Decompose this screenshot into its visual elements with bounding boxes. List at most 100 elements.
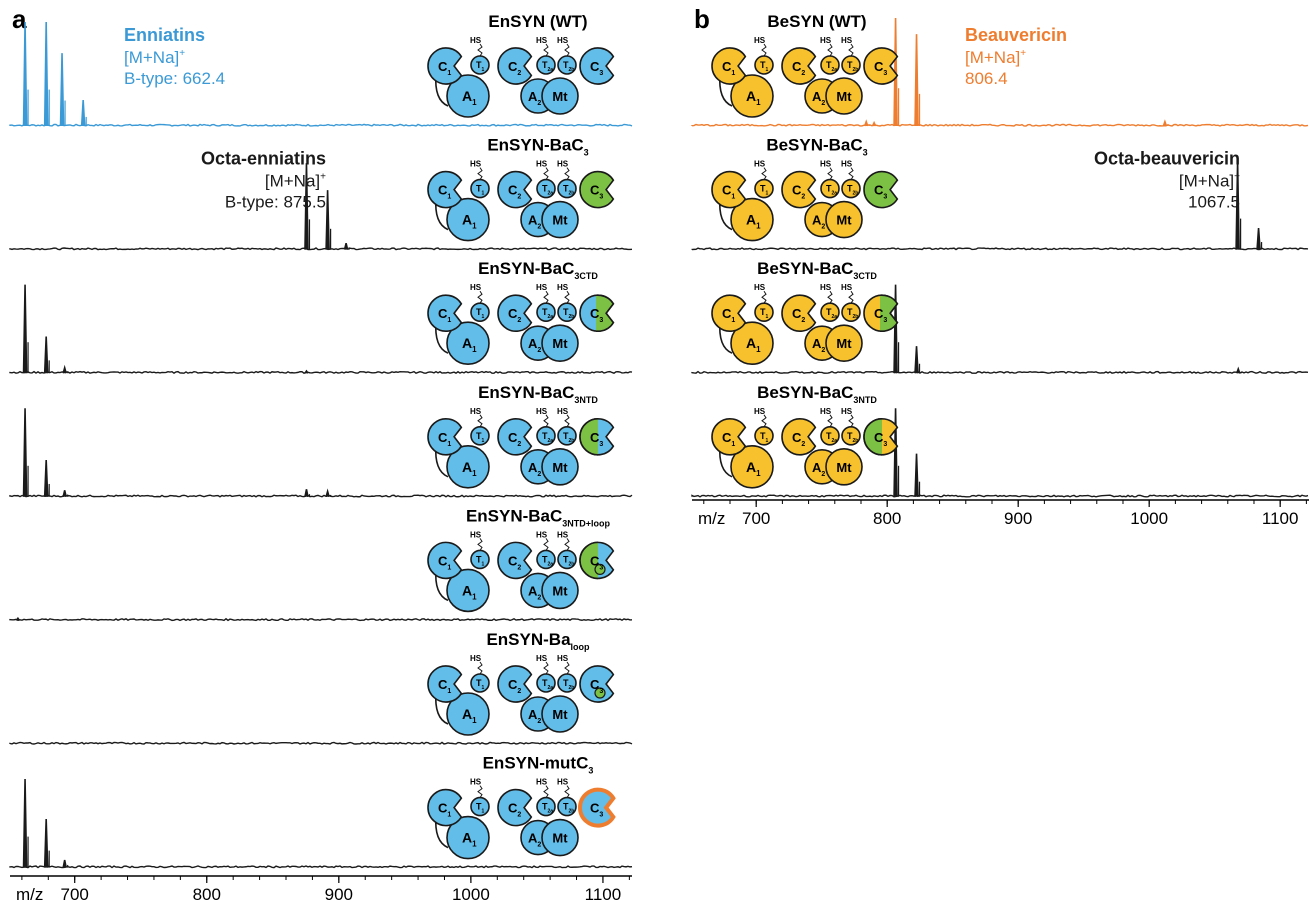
mt-domain-shape bbox=[825, 200, 863, 239]
a2-domain-label: A2 bbox=[812, 336, 825, 354]
a2-domain-label-sub: 2 bbox=[821, 100, 825, 107]
hs-linker bbox=[477, 414, 483, 428]
c2-domain-shape bbox=[497, 47, 533, 85]
hs-linker bbox=[848, 290, 854, 304]
c3-domain-green-half bbox=[880, 294, 899, 332]
mt-domain-label: Mt bbox=[552, 213, 568, 228]
a1-domain-label: A1 bbox=[462, 706, 477, 725]
c1-domain-label: C1 bbox=[722, 306, 735, 324]
c3-loop-dot bbox=[594, 563, 606, 576]
t-domain-label-base: T bbox=[542, 554, 548, 564]
a2-domain-label-sub: 2 bbox=[537, 842, 541, 849]
t-domain-label-base: T bbox=[542, 678, 548, 688]
mt-domain-label: Mt bbox=[552, 89, 568, 104]
annotation-name: Octa-enniatins bbox=[201, 149, 326, 169]
a1-domain-shape bbox=[446, 815, 490, 860]
x-tick-label: 700 bbox=[742, 509, 770, 528]
a2-domain-label-base: A bbox=[528, 336, 538, 351]
c2-domain-label-sub: 2 bbox=[517, 564, 521, 571]
t-domain-label: T2b bbox=[563, 60, 574, 73]
hs-label: HS bbox=[820, 160, 832, 169]
a2-domain-label-sub: 2 bbox=[537, 224, 541, 231]
t-domain-label-base: T bbox=[476, 60, 482, 70]
hs-linker bbox=[564, 167, 570, 180]
c1-domain-label-sub: 1 bbox=[447, 812, 451, 819]
c3-domain-green-half bbox=[579, 541, 598, 580]
c3-domain-label: C3 bbox=[874, 430, 887, 448]
t-domain-label-base: T bbox=[563, 802, 569, 812]
c1-domain-label-sub: 1 bbox=[731, 441, 735, 448]
hs-label: HS bbox=[470, 283, 482, 292]
t-domain-label: T2a bbox=[542, 60, 553, 73]
hs-label: HS bbox=[754, 36, 766, 45]
c1-domain-label-base: C bbox=[438, 59, 448, 74]
a1-domain-label-sub: 1 bbox=[472, 222, 477, 231]
a1-domain-label-base: A bbox=[746, 212, 756, 228]
t-domain-label-sub: 2a bbox=[832, 314, 838, 320]
annotation-name: Beauvericin bbox=[965, 25, 1067, 45]
construct-title: EnSYN-BaC3CTD bbox=[478, 259, 598, 281]
t-domain-label-sub: 2b bbox=[853, 191, 859, 197]
construct-title-sub: 3NTD bbox=[574, 395, 598, 405]
a1-domain-label-base: A bbox=[462, 212, 472, 228]
t-domain-label-sub: 2b bbox=[569, 561, 575, 567]
c2-domain-label-base: C bbox=[508, 677, 518, 692]
c1-domain-shape bbox=[427, 294, 463, 332]
hs-label: HS bbox=[754, 283, 766, 292]
c2-domain-shape bbox=[497, 294, 533, 332]
a1-domain-label-sub: 1 bbox=[472, 98, 477, 107]
peak-mark bbox=[43, 21, 49, 127]
c2-domain-label-sub: 2 bbox=[801, 70, 805, 77]
annotation-adduct-sup: + bbox=[320, 172, 326, 183]
t-domain-label: T1 bbox=[476, 307, 485, 320]
annotation-adduct: [M+Na]+ bbox=[124, 48, 185, 67]
c2-domain-shape bbox=[497, 788, 533, 827]
t-domain-label-base: T bbox=[476, 678, 482, 688]
construct-title-base: BeSYN (WT) bbox=[767, 12, 866, 31]
c3-domain-label: C3 bbox=[590, 59, 603, 77]
c2-domain-label-base: C bbox=[792, 183, 802, 198]
c3-domain-label-base: C bbox=[590, 677, 600, 692]
hs-linker bbox=[564, 43, 570, 57]
construct-title: EnSYN-BaC3NTD bbox=[478, 383, 598, 405]
hs-linker bbox=[477, 785, 483, 798]
hs-linker bbox=[543, 661, 549, 675]
c2-domain-label-base: C bbox=[508, 306, 518, 321]
c3-domain-label-base: C bbox=[590, 306, 600, 321]
hs-label: HS bbox=[536, 36, 548, 45]
c3-domain-label-base: C bbox=[590, 801, 600, 816]
peak-mark bbox=[22, 408, 28, 497]
a1-domain-label-base: A bbox=[746, 335, 756, 351]
peak-mark bbox=[304, 369, 309, 374]
construct-title-sub: 3CTD bbox=[574, 271, 598, 281]
hs-label: HS bbox=[557, 160, 569, 169]
a1-domain-label-sub: 1 bbox=[472, 469, 477, 478]
mt-domain-shape bbox=[541, 77, 579, 115]
t-domain-label-base: T bbox=[542, 60, 548, 70]
t-domain-label-base: T bbox=[563, 307, 569, 317]
a1-domain-label-base: A bbox=[462, 830, 472, 846]
hs-label: HS bbox=[470, 160, 482, 169]
t-domain-label-base: T bbox=[826, 307, 832, 317]
c2-domain-label-base: C bbox=[508, 430, 518, 445]
t-domain-label-sub: 2a bbox=[832, 67, 838, 73]
t-domain-label-base: T bbox=[760, 307, 766, 317]
annotation-adduct-sup: + bbox=[179, 48, 185, 59]
c2-domain-label: C2 bbox=[508, 183, 521, 201]
construct-title-sub: 3 bbox=[863, 148, 868, 158]
x-tick-label: 900 bbox=[1004, 509, 1032, 528]
t-domain-label-base: T bbox=[476, 554, 482, 564]
a2-domain-label: A2 bbox=[528, 89, 541, 107]
x-tick-label: 1100 bbox=[1262, 509, 1299, 528]
c1-domain-label-base: C bbox=[722, 183, 732, 198]
c3-domain-label-base: C bbox=[874, 430, 884, 445]
x-axis-label: m/z bbox=[698, 509, 725, 528]
t-domain-label: T1 bbox=[476, 554, 485, 567]
hs-linker bbox=[827, 414, 833, 428]
hs-label: HS bbox=[536, 778, 548, 787]
t-domain-label-sub: 2b bbox=[569, 314, 575, 320]
hs-label: HS bbox=[557, 36, 569, 45]
t-domain-label-base: T bbox=[476, 307, 482, 317]
